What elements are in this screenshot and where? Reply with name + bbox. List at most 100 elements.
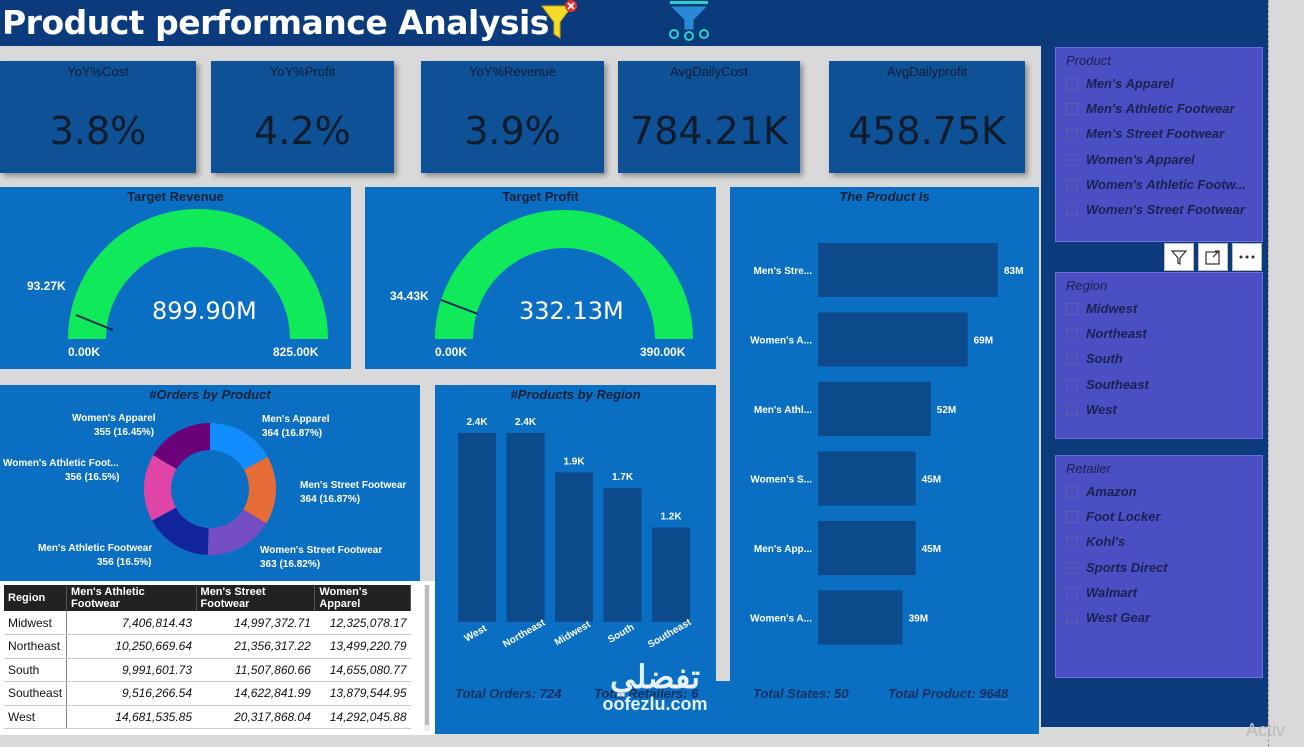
matrix-header[interactable]: Women's Apparel: [314, 585, 411, 611]
chart-products-by-region[interactable]: #Products by Region 2.4K West 2.4K Northeas…: [435, 385, 716, 681]
more-options-icon[interactable]: [1232, 243, 1262, 271]
table-row[interactable]: Northeast 10,250,669.64 21,356,317.22 13…: [4, 634, 411, 659]
kpi-label: AvgDailyprofit: [887, 64, 967, 79]
checkbox[interactable]: [1066, 127, 1078, 140]
kpi-card-avg-daily-cost[interactable]: AvgDailyCost 784.21K: [618, 61, 800, 173]
donut-slice[interactable]: [210, 423, 268, 470]
table-row[interactable]: Midwest 7,406,814.43 14,997,372.71 12,32…: [4, 611, 411, 635]
matrix-cell: Northeast: [4, 634, 68, 659]
region-bar[interactable]: [603, 488, 642, 622]
product-category-label: Men's Athl...: [754, 405, 812, 416]
slicer-item[interactable]: Amazon: [1066, 484, 1137, 499]
product-bar[interactable]: [818, 382, 931, 436]
kpi-card-avg-daily-profit[interactable]: AvgDailyprofit 458.75K: [829, 61, 1025, 173]
filter-icon[interactable]: [1164, 243, 1194, 271]
checkbox[interactable]: [1066, 611, 1078, 624]
slicer-item[interactable]: Midwest: [1066, 301, 1137, 316]
checkbox[interactable]: [1066, 403, 1078, 416]
matrix-cell: 14,997,372.71: [196, 611, 315, 635]
kpi-value: 3.9%: [464, 109, 561, 153]
checkbox[interactable]: [1066, 510, 1078, 523]
slicer-item[interactable]: Men's Apparel: [1066, 76, 1174, 91]
slice-value: 364 (16.87%): [262, 428, 323, 439]
table-row[interactable]: West 14,681,535.85 20,317,868.04 14,292,…: [4, 705, 411, 729]
kpi-card-yoy-revenue[interactable]: YoY%Revenue 3.9%: [421, 61, 604, 173]
region-bar[interactable]: [506, 433, 545, 622]
region-product-matrix[interactable]: Region Men's Athletic Footwear Men's Str…: [4, 585, 411, 729]
slicer-item[interactable]: Northeast: [1066, 326, 1147, 341]
slicer-item[interactable]: Foot Locker: [1066, 509, 1160, 524]
checkbox[interactable]: [1066, 153, 1078, 166]
donut-slice[interactable]: [152, 507, 209, 555]
slicer-item[interactable]: West Gear: [1066, 610, 1150, 625]
gauge-target-revenue[interactable]: Target Revenue 93.27K 899.90M 0.00K 825.…: [0, 187, 351, 369]
region-bar[interactable]: [652, 527, 690, 623]
matrix-header[interactable]: Region: [4, 585, 68, 611]
checkbox[interactable]: [1066, 203, 1078, 216]
checkbox[interactable]: [1066, 535, 1078, 548]
slicer-item[interactable]: Women's Apparel: [1066, 152, 1195, 167]
table-row[interactable]: South 9,991,601.73 11,507,860.66 14,655,…: [4, 658, 411, 682]
matrix-cell: 21,356,317.22: [196, 634, 315, 659]
product-data-label: 52M: [937, 405, 956, 416]
slicer-item[interactable]: Men's Athletic Footwear: [1066, 101, 1235, 116]
checkbox[interactable]: [1066, 102, 1078, 115]
slicer-item[interactable]: Walmart: [1066, 585, 1137, 600]
slice-value: 355 (16.45%): [94, 427, 155, 438]
matrix-header[interactable]: Men's Athletic Footwear: [66, 585, 197, 611]
checkbox[interactable]: [1066, 178, 1078, 191]
checkbox[interactable]: [1066, 586, 1078, 599]
slice-value: 356 (16.5%): [65, 472, 120, 483]
slicer-item-label: Women's Street Footwear: [1086, 202, 1245, 217]
clear-filter-icon[interactable]: [538, 0, 586, 49]
gauge-title: Target Profit: [502, 189, 579, 204]
slicer-item[interactable]: Women's Athletic Footw...: [1066, 177, 1246, 192]
focus-mode-icon[interactable]: [1198, 243, 1228, 271]
product-bar[interactable]: [818, 312, 968, 367]
filter-funnel-icon[interactable]: [664, 0, 714, 49]
product-data-label: 45M: [922, 544, 941, 555]
slicer-item[interactable]: West: [1066, 402, 1117, 417]
slicer-item[interactable]: Kohl's: [1066, 534, 1125, 549]
kpi-card-yoy-cost[interactable]: YoY%Cost 3.8%: [0, 61, 196, 173]
gauge-min-label: 0.00K: [435, 345, 468, 359]
slicer-item[interactable]: Sports Direct: [1066, 560, 1168, 575]
checkbox[interactable]: [1066, 352, 1078, 365]
kpi-card-yoy-profit[interactable]: YoY%Profit 4.2%: [211, 61, 394, 173]
slicer-retailer[interactable]: Retailer Amazon Foot Locker Kohl's Sport…: [1055, 455, 1263, 678]
table-row[interactable]: Southeast 9,516,266.54 14,622,841.99 13,…: [4, 681, 411, 706]
chart-the-product-is[interactable]: The Product Is Men's Stre... 83M Women's A…: [730, 187, 1039, 734]
product-bar[interactable]: [818, 243, 998, 297]
product-bar[interactable]: [818, 590, 903, 645]
slicer-item[interactable]: South: [1066, 351, 1123, 366]
product-bar-chart: Men's Stre... 83M Women's A... 69M Men's Ath…: [750, 243, 1023, 645]
checkbox[interactable]: [1066, 327, 1078, 340]
slice-name: Women's Street Footwear: [260, 545, 383, 556]
checkbox[interactable]: [1066, 378, 1078, 391]
donut-slice[interactable]: [153, 423, 210, 470]
product-bar[interactable]: [818, 451, 916, 506]
region-data-label: 2.4K: [515, 417, 537, 428]
matrix-scrollbar[interactable]: [424, 585, 430, 731]
checkbox[interactable]: [1066, 302, 1078, 315]
donut-slice[interactable]: [144, 455, 177, 521]
stat-label: Total Orders:: [455, 686, 537, 701]
region-bar[interactable]: [555, 472, 593, 622]
checkbox[interactable]: [1066, 561, 1078, 574]
chart-orders-by-product[interactable]: #Orders by Product Women's Apparel 355 (…: [0, 385, 420, 581]
donut-slice[interactable]: [243, 456, 276, 524]
slicer-product[interactable]: Product Men's Apparel Men's Athletic Foo…: [1055, 47, 1263, 242]
slicer-item[interactable]: Southeast: [1066, 377, 1149, 392]
region-bar-chart: 2.4K West 2.4K Northeast 1.9K Midwest 1.7K Sout…: [458, 417, 694, 651]
slicer-item[interactable]: Men's Street Footwear: [1066, 126, 1224, 141]
checkbox[interactable]: [1066, 77, 1078, 90]
gauge-target-profit[interactable]: Target Profit 34.43K 332.13M 0.00K 390.0…: [365, 187, 716, 369]
product-bar[interactable]: [818, 521, 916, 575]
matrix-header[interactable]: Men's Street Footwear: [196, 585, 316, 611]
slicer-region[interactable]: Region Midwest Northeast South Southeast…: [1055, 272, 1263, 439]
checkbox[interactable]: [1066, 485, 1078, 498]
slicer-item[interactable]: Women's Street Footwear: [1066, 202, 1245, 217]
slicer-item-label: Foot Locker: [1086, 509, 1161, 524]
region-bar[interactable]: [458, 433, 496, 622]
donut-slice[interactable]: [207, 509, 267, 555]
